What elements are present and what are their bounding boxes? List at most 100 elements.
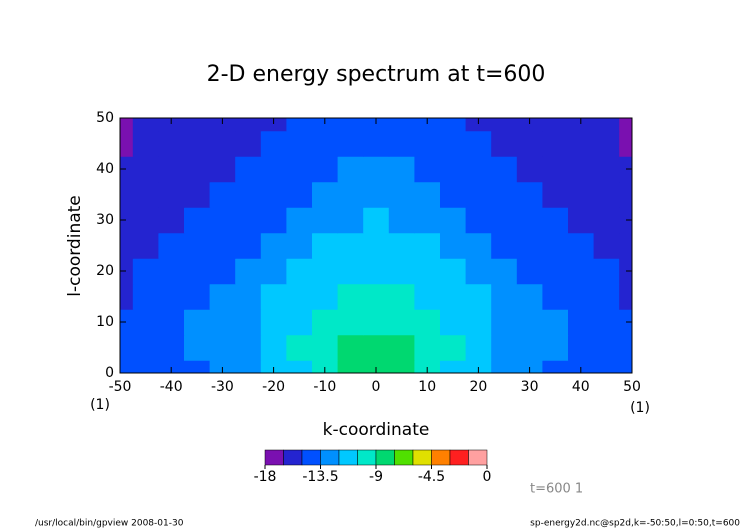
x-tick-label: -50 [109,379,132,395]
contour-cell [542,156,569,183]
contour-cell [491,207,518,234]
contour-cell [465,309,492,336]
y-tick-label: 40 [96,161,114,177]
contour-cell [337,118,364,132]
x-axis-label: k-coordinate [323,420,430,440]
contour-cell [120,334,134,361]
contour-cell [568,181,595,208]
contour-cell [120,181,134,208]
contour-cell [312,181,339,208]
x-tick-label: -40 [160,379,183,395]
contour-cell [363,283,390,310]
contour-cell [465,130,492,157]
contour-cell [132,309,159,336]
contour-cell [465,360,492,374]
contour-cell [132,207,159,234]
contour-cell [619,181,633,208]
contour-cell [414,118,441,132]
contour-cell [184,360,211,374]
contour-cell [491,118,518,132]
contour-cell [363,232,390,259]
contour-cell [440,309,467,336]
contour-cell [593,258,620,285]
contour-cell [414,156,441,183]
contour-cell [516,232,543,259]
contour-cell [568,309,595,336]
contour-cell [337,258,364,285]
contour-cell [542,232,569,259]
contour-cell [619,118,633,132]
footer-left: /usr/local/bin/gpview 2008-01-30 [35,519,184,529]
contour-cell [516,118,543,132]
contour-cell [286,283,313,310]
contour-cell [235,130,262,157]
contour-cell [363,118,390,132]
contour-cell [337,130,364,157]
contour-cell [312,334,339,361]
contour-cell [235,118,262,132]
colorbar-tick-label: 0 [483,469,492,485]
contour-cell [184,334,211,361]
contour-cell [132,156,159,183]
contour-cell [619,232,633,259]
footer-right: sp-energy2d.nc@sp2d,k=-50:50,l=0:50,t=60… [530,519,740,529]
contour-cell [363,334,390,361]
contour-cell [235,258,262,285]
contour-cell [132,130,159,157]
contour-cell [235,334,262,361]
contour-cell [388,118,415,132]
contour-cell [158,118,185,132]
contour-cell [593,232,620,259]
y-tick-label: 20 [96,263,114,279]
contour-cell [388,258,415,285]
contour-cell [363,156,390,183]
contour-cell [516,181,543,208]
x-tick-label: 20 [469,379,487,395]
contour-cell [516,258,543,285]
contour-cell [158,181,185,208]
contour-cell [619,207,633,234]
x-tick-label: -20 [262,379,285,395]
contour-cell [209,283,236,310]
colorbar-cell [449,449,469,466]
contour-cell [286,118,313,132]
contour-cell [542,207,569,234]
contour-cell [209,207,236,234]
contour-cell [209,130,236,157]
contour-cell [363,130,390,157]
contour-cell [184,130,211,157]
contour-cell [440,334,467,361]
contour-cell [209,181,236,208]
contour-cell [516,283,543,310]
contour-cell [363,207,390,234]
contour-cell [312,232,339,259]
contour-cell [312,118,339,132]
contour-cell [516,334,543,361]
contour-cell [363,360,390,374]
contour-cell [414,232,441,259]
contour-cell [286,181,313,208]
contour-cell [593,181,620,208]
contour-cell [542,258,569,285]
contour-cell [593,130,620,157]
contour-cell [388,360,415,374]
contour-cell [440,118,467,132]
contour-cell [491,283,518,310]
contour-cell [132,258,159,285]
x-tick-label: 10 [418,379,436,395]
colorbar-cell [338,449,358,466]
contour-cell [491,181,518,208]
contour-cell [491,232,518,259]
contour-cell [414,309,441,336]
contour-cell [158,156,185,183]
contour-cell [363,258,390,285]
contour-cell [209,118,236,132]
colorbar-tick-label: -18 [254,469,277,485]
contour-cell [184,309,211,336]
contour-cell [388,232,415,259]
contour-cell [312,207,339,234]
y-tick-label: 50 [96,110,114,126]
contour-cell [568,118,595,132]
contour-cell [184,118,211,132]
contour-cell [132,334,159,361]
